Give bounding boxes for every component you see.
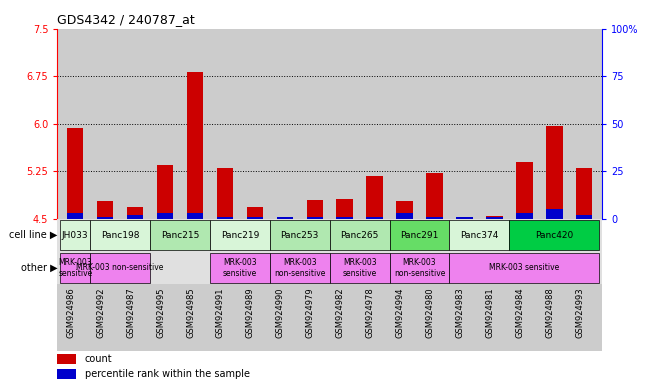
FancyBboxPatch shape <box>329 220 389 250</box>
Text: GSM924979: GSM924979 <box>306 288 315 338</box>
Text: GSM924988: GSM924988 <box>546 288 554 338</box>
FancyBboxPatch shape <box>270 253 329 283</box>
Text: GSM924993: GSM924993 <box>575 288 584 338</box>
Bar <box>456 217 473 219</box>
FancyBboxPatch shape <box>329 253 389 283</box>
Text: JH033: JH033 <box>62 231 89 240</box>
Bar <box>217 168 233 219</box>
Text: Panc215: Panc215 <box>161 231 199 240</box>
Bar <box>546 209 562 219</box>
Text: MRK-003
non-sensitive: MRK-003 non-sensitive <box>394 258 445 278</box>
Text: GSM924986: GSM924986 <box>66 288 76 338</box>
Text: Panc420: Panc420 <box>535 231 574 240</box>
Bar <box>546 126 562 219</box>
Bar <box>486 217 503 219</box>
Text: GSM924991: GSM924991 <box>216 288 225 338</box>
Text: other ▶: other ▶ <box>21 263 57 273</box>
Text: GSM924982: GSM924982 <box>336 288 344 338</box>
Text: cell line ▶: cell line ▶ <box>9 230 57 240</box>
Bar <box>277 217 293 219</box>
Text: GSM924992: GSM924992 <box>96 288 105 338</box>
Bar <box>367 176 383 219</box>
Bar <box>127 215 143 219</box>
Bar <box>307 200 323 219</box>
Text: GSM924994: GSM924994 <box>396 288 404 338</box>
Bar <box>67 128 83 219</box>
Text: Panc219: Panc219 <box>221 231 259 240</box>
FancyBboxPatch shape <box>389 253 449 283</box>
FancyBboxPatch shape <box>210 220 270 250</box>
Bar <box>367 217 383 219</box>
Text: GSM924980: GSM924980 <box>426 288 434 338</box>
FancyBboxPatch shape <box>449 220 509 250</box>
Text: GSM924990: GSM924990 <box>276 288 285 338</box>
FancyBboxPatch shape <box>449 253 599 283</box>
Text: MRK-003 non-sensitive: MRK-003 non-sensitive <box>76 263 164 272</box>
FancyBboxPatch shape <box>61 220 90 250</box>
FancyBboxPatch shape <box>389 220 449 250</box>
Bar <box>247 217 263 219</box>
Bar <box>97 201 113 219</box>
Text: MRK-003
sensitive: MRK-003 sensitive <box>223 258 257 278</box>
Bar <box>576 215 592 219</box>
Text: GSM924989: GSM924989 <box>246 288 255 338</box>
Bar <box>426 173 443 219</box>
Text: GSM924995: GSM924995 <box>156 288 165 338</box>
FancyBboxPatch shape <box>150 220 210 250</box>
Bar <box>456 218 473 219</box>
Text: MRK-003
sensitive: MRK-003 sensitive <box>58 258 92 278</box>
Bar <box>187 72 203 219</box>
Text: GSM924983: GSM924983 <box>456 288 464 338</box>
FancyBboxPatch shape <box>90 220 150 250</box>
FancyBboxPatch shape <box>270 220 329 250</box>
Bar <box>67 213 83 219</box>
Bar <box>187 213 203 219</box>
Bar <box>57 369 76 379</box>
Bar <box>337 199 353 219</box>
Bar <box>337 217 353 219</box>
Bar <box>396 213 413 219</box>
FancyBboxPatch shape <box>210 253 270 283</box>
Bar <box>157 165 173 219</box>
Bar <box>576 167 592 219</box>
Text: GSM924981: GSM924981 <box>486 288 494 338</box>
Text: MRK-003 sensitive: MRK-003 sensitive <box>489 263 559 272</box>
Bar <box>516 162 533 219</box>
Bar <box>157 213 173 219</box>
Text: Panc291: Panc291 <box>400 231 439 240</box>
Bar <box>97 217 113 219</box>
Text: GDS4342 / 240787_at: GDS4342 / 240787_at <box>57 13 195 26</box>
Bar <box>217 217 233 219</box>
Text: GSM924987: GSM924987 <box>126 288 135 338</box>
FancyBboxPatch shape <box>509 220 599 250</box>
Bar <box>277 218 293 219</box>
Text: GSM924985: GSM924985 <box>186 288 195 338</box>
Text: Panc253: Panc253 <box>281 231 319 240</box>
Bar <box>307 217 323 219</box>
Text: Panc265: Panc265 <box>340 231 379 240</box>
Text: MRK-003
non-sensitive: MRK-003 non-sensitive <box>274 258 326 278</box>
FancyBboxPatch shape <box>61 253 90 283</box>
Text: MRK-003
sensitive: MRK-003 sensitive <box>342 258 377 278</box>
Text: count: count <box>85 354 112 364</box>
Text: Panc374: Panc374 <box>460 231 499 240</box>
Text: GSM924984: GSM924984 <box>516 288 524 338</box>
Text: percentile rank within the sample: percentile rank within the sample <box>85 369 249 379</box>
Text: GSM924978: GSM924978 <box>366 288 374 338</box>
FancyBboxPatch shape <box>90 253 150 283</box>
Bar <box>516 213 533 219</box>
Bar <box>486 216 503 219</box>
Bar <box>247 207 263 219</box>
Bar <box>396 201 413 219</box>
Bar <box>127 207 143 219</box>
Text: Panc198: Panc198 <box>101 231 139 240</box>
Bar <box>426 217 443 219</box>
Bar <box>57 354 76 364</box>
